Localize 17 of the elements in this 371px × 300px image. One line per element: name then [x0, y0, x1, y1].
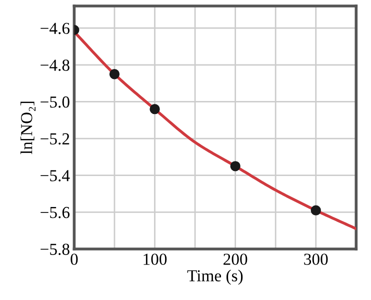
- point: [230, 161, 240, 172]
- y-axis-title: ln[NO₂]: [20, 102, 36, 154]
- point: [310, 205, 321, 216]
- y-tick-label: −4.6: [40, 22, 70, 34]
- y-tick-label: −5.2: [40, 133, 70, 145]
- x-tick-label: 300: [304, 254, 328, 265]
- x-axis-title: Time (s): [187, 270, 243, 285]
- x-tick-label: 0: [70, 254, 78, 265]
- point: [109, 69, 120, 80]
- x-tick-label: 200: [224, 254, 248, 265]
- point: [150, 104, 160, 114]
- y-tick-label: −4.8: [40, 60, 70, 71]
- y-tick-label: −5.4: [40, 170, 70, 182]
- y-tick-label: −5.0: [40, 96, 70, 108]
- y-tick-label: −5.6: [40, 206, 70, 218]
- y-tick-label: −5.8: [40, 244, 70, 256]
- x-tick-label: 100: [144, 254, 167, 265]
